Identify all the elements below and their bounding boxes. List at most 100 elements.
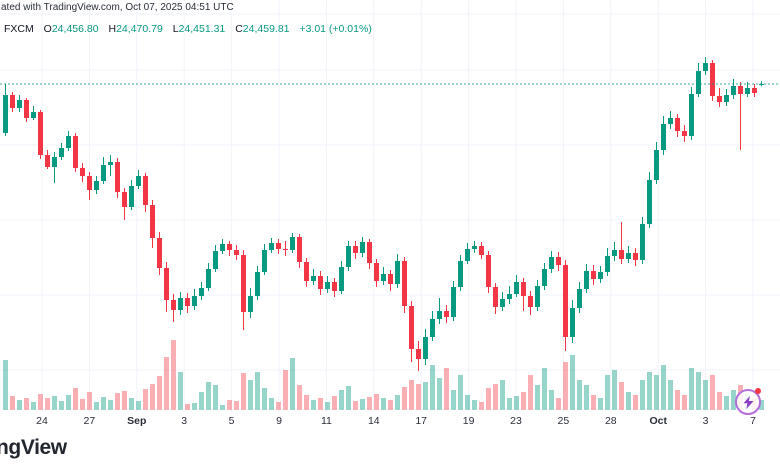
- candle-body: [206, 269, 211, 288]
- candle-body: [115, 162, 120, 192]
- tradingview-logo[interactable]: ngView: [0, 436, 67, 459]
- volume-bar: [759, 400, 764, 410]
- volume-bar: [493, 384, 498, 410]
- candle-body: [549, 257, 554, 269]
- volume-bar: [731, 390, 736, 410]
- volume-bar: [213, 385, 218, 410]
- volume-bar: [430, 365, 435, 410]
- volume-bar: [724, 396, 729, 410]
- symbol-legend: FXCM O24,456.80 H24,470.79 L24,451.31 C2…: [4, 23, 372, 35]
- candle-body: [129, 186, 134, 207]
- candle-body: [325, 282, 330, 289]
- volume-bar: [703, 380, 708, 410]
- candle-body: [752, 88, 757, 93]
- volume-bar: [220, 405, 225, 410]
- x-axis-label: 3: [181, 415, 187, 427]
- candle-body: [367, 242, 372, 263]
- candle-body: [605, 256, 610, 272]
- candle-body: [465, 249, 470, 261]
- volume-bar: [437, 378, 442, 410]
- volume-bar: [584, 385, 589, 410]
- candle-body: [157, 238, 162, 268]
- volume-bar: [136, 401, 141, 410]
- candle-body: [647, 180, 652, 224]
- x-axis-label: 3: [703, 415, 709, 427]
- volume-bar: [122, 391, 127, 410]
- x-axis-label: 5: [229, 415, 235, 427]
- candle-body: [31, 112, 36, 118]
- candle-body: [521, 282, 526, 296]
- low-label: L: [172, 23, 179, 35]
- volume-bar: [101, 397, 106, 410]
- volume-bar: [689, 368, 694, 410]
- candle-body: [703, 63, 708, 71]
- candle-body: [234, 250, 239, 255]
- volume-bar: [304, 395, 309, 410]
- high-value: 24,470.79: [116, 23, 163, 35]
- candle-body: [24, 100, 29, 118]
- open-value: 24,456.80: [51, 23, 99, 35]
- x-axis-label: Sep: [127, 415, 146, 427]
- x-axis-label: 11: [321, 415, 332, 427]
- candle-wick: [285, 241, 286, 256]
- candle-body: [122, 192, 127, 207]
- volume-bar: [108, 400, 113, 410]
- candle-body: [248, 296, 253, 312]
- candle-body: [430, 319, 435, 337]
- volume-bar: [185, 404, 190, 410]
- volume-bar: [486, 388, 491, 410]
- candle-body: [640, 224, 645, 260]
- candle-body: [444, 311, 449, 317]
- volume-bar: [311, 400, 316, 410]
- volume-bar: [367, 397, 372, 410]
- volume-bar: [3, 360, 8, 410]
- volume-bar: [612, 370, 617, 410]
- volume-bar: [409, 380, 414, 410]
- volume-bar: [395, 395, 400, 410]
- candle-body: [269, 243, 274, 250]
- volume-bar: [528, 375, 533, 410]
- open-label: O: [43, 23, 52, 35]
- volume-bar: [325, 402, 330, 410]
- candle-body: [143, 176, 148, 205]
- volume-bar: [262, 388, 267, 410]
- volume-bar: [38, 394, 43, 410]
- candle-body: [178, 298, 183, 310]
- candle-body: [346, 246, 351, 267]
- volume-bar: [31, 402, 36, 410]
- candle-body: [416, 349, 421, 359]
- candle-wick: [621, 222, 622, 264]
- candle-body: [710, 63, 715, 96]
- candle-body: [283, 249, 288, 250]
- volume-bar: [577, 380, 582, 410]
- low-value: 24,451.31: [178, 23, 226, 35]
- candle-body: [304, 262, 309, 281]
- volume-bar: [248, 380, 253, 410]
- candle-body: [395, 261, 400, 284]
- volume-bar: [150, 384, 155, 410]
- attribution-link[interactable]: ated with TradingView.com, Oct 07, 2025 …: [1, 2, 234, 13]
- candle-body: [17, 100, 22, 108]
- lightning-icon: [742, 395, 754, 409]
- volume-bar: [549, 390, 554, 410]
- x-axis-label: 28: [605, 415, 617, 427]
- candle-body: [472, 246, 477, 249]
- candle-body: [738, 86, 743, 94]
- candle-body: [255, 272, 260, 296]
- candle-body: [402, 261, 407, 306]
- volume-bar: [66, 395, 71, 410]
- candle-body: [192, 296, 197, 306]
- candle-body: [654, 150, 659, 180]
- x-axis-label: 14: [368, 415, 380, 427]
- volume-bar: [59, 401, 64, 410]
- candle-body: [598, 272, 603, 279]
- volume-bar: [416, 384, 421, 410]
- notification-dot: [755, 388, 761, 394]
- x-axis-label: 7: [750, 415, 756, 427]
- boost-button[interactable]: [735, 388, 761, 415]
- volume-bar: [269, 398, 274, 410]
- candle-body: [619, 250, 624, 259]
- volume-bar: [423, 382, 428, 410]
